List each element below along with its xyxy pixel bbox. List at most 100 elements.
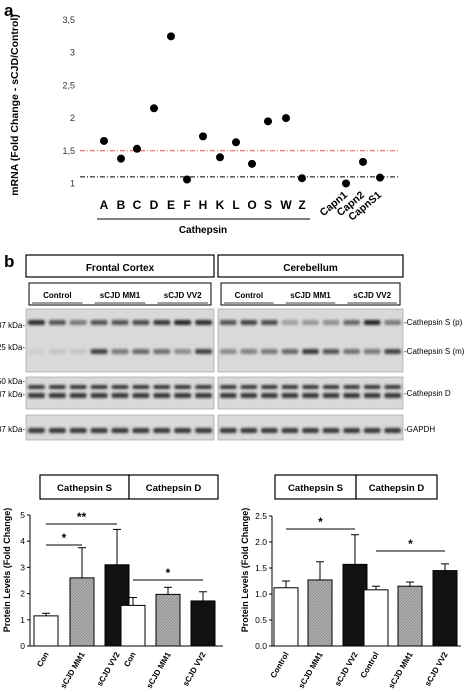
data-point [216, 153, 224, 162]
band-cathepsin-s-mature [281, 349, 299, 354]
significance-marker: ** [77, 510, 87, 524]
band-cathepsin-d-upper [261, 385, 278, 389]
ladder-marker: 50 kDa- [0, 377, 25, 386]
band-cathepsin-s-mature [220, 349, 237, 354]
region-header: Frontal Cortex [86, 263, 155, 274]
band-cathepsin-d-upper [153, 385, 171, 389]
scatter-panel-a: mRNA (Fold Change - sCJD/Control) 3,5 3 2,5… [9, 14, 398, 236]
band-gapdh [281, 428, 299, 433]
x-tick-label: L [232, 198, 239, 212]
x-tick-label: sCJD VV2 [95, 650, 122, 688]
x-tick-label: sCJD VV2 [181, 650, 208, 688]
band-cathepsin-d-upper [363, 385, 381, 389]
band-cathepsin-s-mature [195, 349, 212, 354]
band-cathepsin-s-pro [90, 320, 108, 325]
band-gapdh [195, 428, 212, 433]
x-tick-label: E [167, 198, 175, 212]
band-cathepsin-s-mature [302, 349, 319, 354]
data-point [183, 175, 191, 184]
band-cathepsin-d-upper [384, 385, 401, 389]
y-axis-label: Protein Levels (Fold Change) [240, 508, 250, 633]
y-axis-label: Protein Levels (Fold Change) [2, 508, 12, 633]
bar [432, 570, 458, 647]
band-cathepsin-d-upper [111, 385, 129, 389]
band-cathepsin-d-lower [281, 393, 299, 398]
band-cathepsin-d-upper [174, 385, 192, 389]
band-gapdh [384, 428, 401, 433]
band-gapdh [132, 428, 150, 433]
band-cathepsin-d-lower [302, 393, 319, 398]
data-point [167, 32, 175, 41]
western-blot: Frontal Cortex Control sCJD MM1 sCJD VV2 Cer… [0, 254, 465, 441]
band-cathepsin-d-lower [132, 393, 150, 398]
band-cathepsin-s-pro [322, 320, 340, 325]
y-tick-label: 0.5 [255, 615, 267, 625]
band-cathepsin-d-upper [343, 385, 360, 389]
band-cathepsin-d-upper [281, 385, 299, 389]
band-cathepsin-d-upper [302, 385, 319, 389]
bar [155, 593, 181, 647]
band-cathepsin-d-lower [363, 393, 381, 398]
band-cathepsin-d-upper [69, 385, 87, 389]
band-cathepsin-s-mature [261, 349, 278, 354]
band-cathepsin-s-mature [174, 349, 192, 354]
band-gapdh [111, 428, 129, 433]
group-header: Cathepsin S [57, 483, 112, 494]
bar [33, 615, 59, 647]
label-cathepsin-s-mature: -Cathepsin S (m) [404, 347, 465, 356]
band-cathepsin-s-mature [153, 349, 171, 354]
band-cathepsin-d-lower [261, 393, 278, 398]
band-cathepsin-s-pro [132, 320, 150, 325]
data-point [359, 157, 367, 166]
data-point [342, 179, 350, 188]
y-tick-label: 3 [20, 562, 25, 572]
band-cathepsin-s-mature [90, 349, 108, 354]
band-gapdh [363, 428, 381, 433]
band-gapdh [69, 428, 87, 433]
band-gapdh [261, 428, 278, 433]
x-tick-label: Con [122, 650, 138, 668]
group-header-box [39, 474, 130, 500]
band-gapdh [174, 428, 192, 433]
band-cathepsin-d-upper [240, 385, 258, 389]
y-tick-label: 2,5 [62, 80, 75, 90]
ladder-marker: 37 kDa- [0, 321, 25, 330]
band-gapdh [90, 428, 108, 433]
band-cathepsin-d-upper [322, 385, 340, 389]
ladder-marker: 37 kDa- [0, 425, 25, 434]
bar [397, 585, 423, 647]
panel-a-label: a [4, 1, 14, 20]
band-cathepsin-d-lower [195, 393, 212, 398]
y-tick-label: 1.5 [255, 563, 267, 573]
band-cathepsin-d-upper [28, 385, 45, 389]
ladder-marker: 37 kDa- [0, 390, 25, 399]
band-cathepsin-s-pro [69, 320, 87, 325]
data-point [100, 136, 108, 145]
data-point [282, 114, 290, 123]
significance-marker: * [408, 537, 413, 551]
band-cathepsin-d-upper [48, 385, 66, 389]
band-cathepsin-d-lower [111, 393, 129, 398]
x-tick-label: sCJD MM1 [145, 650, 173, 690]
x-tick-label: sCJD VV2 [333, 650, 360, 688]
band-cathepsin-s-pro [302, 320, 319, 325]
group-header: sCJD VV2 [353, 291, 391, 300]
blot-cathepsin-s [25, 308, 215, 373]
band-cathepsin-d-upper [90, 385, 108, 389]
bar [120, 604, 146, 647]
band-cathepsin-s-pro [153, 320, 171, 325]
band-cathepsin-d-upper [220, 385, 237, 389]
data-point [150, 104, 158, 113]
y-tick-label: 3,5 [62, 15, 75, 25]
y-tick-label: 1 [70, 178, 75, 188]
group-header-box [28, 282, 212, 306]
blot-cathepsin-s [217, 308, 404, 373]
band-cathepsin-d-lower [240, 393, 258, 398]
band-cathepsin-s-mature [343, 349, 360, 354]
x-tick-label: sCJD MM1 [297, 650, 325, 690]
bar [69, 577, 95, 647]
band-cathepsin-d-lower [153, 393, 171, 398]
y-tick-label: 2 [70, 113, 75, 123]
band-cathepsin-s-mature [384, 349, 401, 354]
significance-marker: * [318, 515, 323, 529]
